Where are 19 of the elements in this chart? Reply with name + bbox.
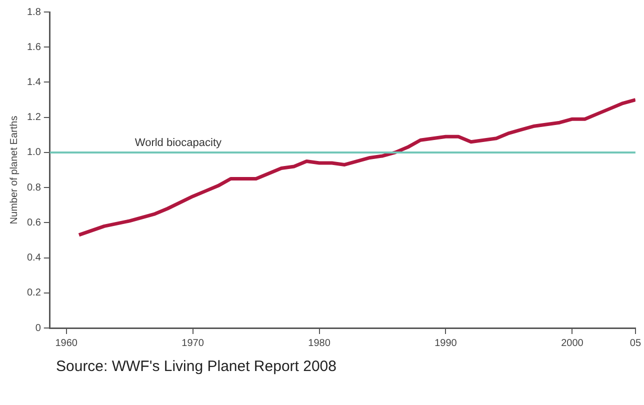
- x-tick-label: 1980: [308, 338, 331, 349]
- y-tick-label: 1.2: [26, 112, 42, 124]
- y-tick-label: 1.4: [26, 76, 42, 88]
- ref-line-label: World biocapacity: [134, 136, 222, 149]
- y-tick-label: 1.6: [26, 42, 42, 53]
- y-tick-label: 0.6: [26, 217, 42, 228]
- y-tick-label: 0.4: [26, 252, 42, 264]
- x-tick-label: 1960: [55, 338, 78, 349]
- y-tick-label: 1.0: [26, 147, 42, 158]
- y-tick-label: 0.8: [26, 182, 42, 194]
- y-axis-title: Number of planet Earths: [8, 116, 20, 224]
- y-tick-label: 1.8: [26, 6, 42, 18]
- y-tick-label: 0.2: [26, 288, 42, 299]
- x-tick-label: 05: [630, 338, 642, 349]
- y-tick-label: 0: [35, 322, 42, 334]
- x-tick-label: 1970: [182, 338, 204, 349]
- x-tick-label: 1990: [434, 338, 458, 349]
- source-note: Source: WWF's Living Planet Report 2008: [56, 358, 336, 375]
- x-tick-label: 2000: [561, 338, 584, 349]
